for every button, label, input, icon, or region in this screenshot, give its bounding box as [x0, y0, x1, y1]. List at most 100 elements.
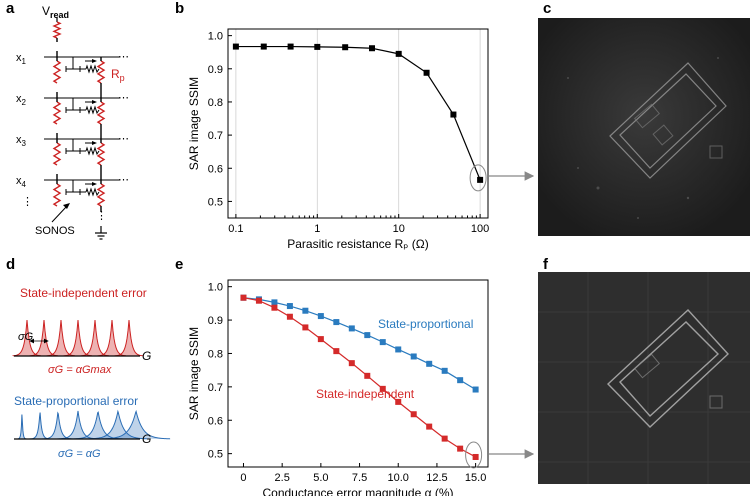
row-ellipsis: ⋯ — [118, 133, 129, 145]
data-point — [286, 313, 293, 320]
state-proportional-title: State-proportional error — [14, 394, 138, 408]
panel-label-d: d — [6, 256, 16, 273]
data-point — [450, 111, 457, 118]
state-proportional-peak — [57, 410, 99, 440]
data-point — [441, 435, 448, 442]
data-point — [271, 299, 278, 306]
series-line-state-independent — [243, 297, 476, 458]
y-tick-label: 0.7 — [208, 130, 223, 142]
x-tick-label: 100 — [471, 223, 489, 235]
x-tick-label: 15.0 — [465, 472, 486, 484]
state-independent-peak — [46, 319, 76, 357]
panel-label-a: a — [6, 0, 15, 17]
data-point — [348, 325, 355, 332]
state-independent-peak — [80, 319, 110, 357]
state-independent-peak — [29, 319, 59, 357]
data-point — [255, 297, 262, 304]
data-point — [364, 372, 371, 379]
resistor-left-2 — [52, 101, 62, 125]
state-independent-peak — [114, 319, 144, 357]
row-ellipsis: ⋯ — [118, 174, 129, 186]
data-point — [457, 445, 464, 452]
resistor-right-3 — [96, 142, 106, 166]
data-point — [333, 319, 340, 326]
row-label-x3: x3 — [16, 134, 27, 148]
state-independent-formula: σG = αGmax — [48, 364, 112, 376]
panel-label-c: c — [543, 0, 552, 17]
resistor-left-4 — [52, 183, 62, 207]
x-tick-label: 10 — [393, 223, 405, 235]
data-point — [472, 386, 479, 393]
y-tick-label: 0.9 — [208, 315, 223, 327]
row-ellipsis: ⋯ — [118, 92, 129, 104]
y-tick-label: 0.7 — [208, 382, 223, 394]
y-tick-label: 0.9 — [208, 64, 223, 76]
data-point — [240, 294, 247, 301]
chart-ssim-vs-parasitic-resistance: 0.1 1 10 100 0.5 0.6 0.7 0.8 0.9 1.0 Parasitic res… — [187, 28, 489, 251]
rp-label: Rp — [111, 67, 125, 83]
state-proportional-peak — [101, 409, 171, 440]
series-line-state-proportional — [243, 297, 476, 391]
data-point — [472, 453, 479, 460]
data-point — [395, 398, 402, 405]
y-tick-label: 0.6 — [208, 163, 223, 175]
x-tick-label: 0.1 — [228, 223, 243, 235]
resistor-right-2 — [96, 101, 106, 125]
circuit-ellipsis-left: ⋮ — [22, 196, 33, 208]
data-point — [317, 313, 324, 320]
data-point — [395, 50, 402, 57]
chart-ssim-vs-conductance-error: 0 2.5 5.0 7.5 10.0 12.5 15.0 0.5 0.6 0.7 0.8 0.9 1.0… — [187, 279, 489, 496]
resistor-top — [52, 21, 62, 39]
row-ellipsis: ⋯ — [118, 51, 129, 63]
y-tick-label: 0.8 — [208, 97, 223, 109]
data-point — [379, 339, 386, 346]
g-axis-label-blue: G — [142, 432, 151, 446]
x-tick-label: 0 — [240, 472, 246, 484]
data-point — [232, 43, 239, 50]
plot-frame — [227, 28, 489, 219]
circuit-schematic: Vread x1 ⋯ x2 ⋯ x3 ⋯ x4 ⋯ ⋮ ⋮ Rp SONOS — [16, 4, 129, 240]
panel-label-f: f — [543, 256, 548, 273]
highlight-ellipse — [469, 164, 487, 192]
data-point — [348, 360, 355, 367]
data-point — [302, 307, 309, 314]
y-tick-label: 1.0 — [208, 282, 223, 294]
state-proportional-peak — [42, 411, 73, 440]
series-label-state-proportional: State-proportional — [378, 317, 473, 331]
x-tick-label: 12.5 — [426, 472, 447, 484]
circuit-ellipsis-bottom: ⋮ — [96, 210, 107, 222]
vread-label: Vread — [42, 4, 69, 20]
x-axis-label: Conductance error magnitude α (%) — [262, 486, 453, 496]
row-label-x4: x4 — [16, 175, 27, 189]
row-label-x2: x2 — [16, 93, 27, 107]
resistor-left-1 — [52, 60, 62, 84]
data-point — [260, 43, 267, 50]
x-tick-label: 7.5 — [352, 472, 367, 484]
sonos-label: SONOS — [35, 225, 75, 237]
data-point — [457, 377, 464, 384]
plot-frame — [227, 279, 489, 468]
data-point — [477, 176, 484, 183]
state-independent-peak — [97, 319, 127, 357]
sonos-resistor — [85, 64, 100, 74]
data-point — [441, 367, 448, 374]
data-point — [287, 43, 294, 50]
state-independent-peak — [63, 319, 93, 357]
sar-image-degraded — [538, 272, 750, 484]
data-point — [379, 385, 386, 392]
state-proportional-peak — [15, 414, 28, 440]
sonos-resistor — [85, 146, 100, 156]
state-proportional-formula: σG = αG — [58, 448, 101, 460]
y-tick-label: 0.6 — [208, 415, 223, 427]
data-point — [286, 303, 293, 310]
data-point — [364, 332, 371, 339]
x-tick-label: 2.5 — [275, 472, 290, 484]
data-point — [342, 44, 349, 51]
y-axis-label: SAR image SSIM — [187, 327, 201, 420]
data-point — [302, 324, 309, 331]
x-tick-label: 10.0 — [388, 472, 409, 484]
data-point — [369, 45, 376, 52]
x-axis-label: Parasitic resistance Rₚ (Ω) — [287, 237, 428, 251]
y-tick-label: 0.8 — [208, 348, 223, 360]
